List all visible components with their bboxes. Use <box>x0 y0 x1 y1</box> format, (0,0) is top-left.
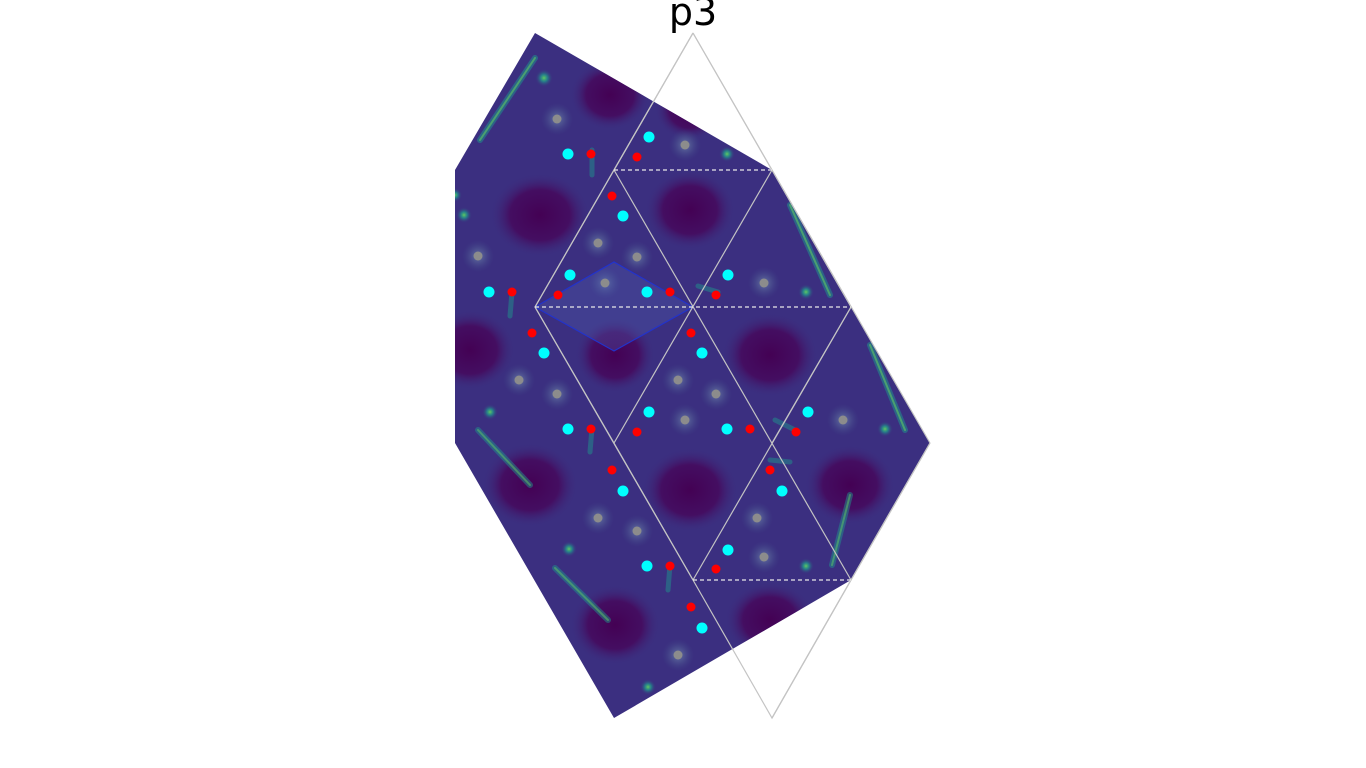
cyan-points <box>483 131 814 634</box>
gray-point <box>838 415 848 425</box>
gray-point <box>673 375 683 385</box>
cyan-point <box>564 269 576 281</box>
red-points <box>507 149 801 612</box>
gray-point <box>632 526 642 536</box>
gray-point <box>552 114 562 124</box>
cyan-point <box>617 485 629 497</box>
cyan-point <box>696 347 708 359</box>
red-point <box>711 564 721 574</box>
gray-points <box>473 114 848 660</box>
gray-point <box>680 140 690 150</box>
ridge-streaks <box>475 55 908 623</box>
gray-point <box>673 650 683 660</box>
cyan-point <box>562 148 574 160</box>
red-point <box>791 427 801 437</box>
gray-point <box>759 278 769 288</box>
gray-glows <box>462 103 859 671</box>
cyan-point <box>643 131 655 143</box>
red-point <box>632 152 642 162</box>
gray-point <box>552 389 562 399</box>
hotspots <box>455 69 893 695</box>
gray-point <box>711 389 721 399</box>
red-point <box>665 561 675 571</box>
dashed-cell-edges <box>535 169 851 581</box>
cyan-point <box>776 485 788 497</box>
gray-point <box>600 278 610 288</box>
cyan-point <box>802 406 814 418</box>
gray-point <box>759 552 769 562</box>
red-point <box>586 424 596 434</box>
red-point <box>765 465 775 475</box>
figure-title: p3 <box>669 0 717 34</box>
red-point <box>711 290 721 300</box>
red-point <box>686 602 696 612</box>
cyan-point <box>696 622 708 634</box>
cyan-point <box>617 210 629 222</box>
red-point <box>632 427 642 437</box>
cyan-point <box>562 423 574 435</box>
gray-point <box>593 238 603 248</box>
red-point <box>607 465 617 475</box>
cyan-point <box>641 286 653 298</box>
gray-point <box>514 375 524 385</box>
cyan-point <box>722 544 734 556</box>
red-point <box>507 287 517 297</box>
cyan-point <box>483 286 495 298</box>
red-point <box>686 328 696 338</box>
gray-point <box>752 513 762 523</box>
gray-point <box>473 251 483 261</box>
cyan-point <box>721 423 733 435</box>
cyan-point <box>641 560 653 572</box>
gray-point <box>680 415 690 425</box>
scalar-field <box>455 33 930 718</box>
cyan-point <box>722 269 734 281</box>
red-point <box>527 328 537 338</box>
red-point <box>586 149 596 159</box>
red-point <box>553 290 563 300</box>
cyan-point <box>538 347 550 359</box>
gray-point <box>593 513 603 523</box>
gray-point <box>632 252 642 262</box>
red-point <box>745 424 755 434</box>
cyan-point <box>643 406 655 418</box>
red-point <box>607 191 617 201</box>
red-point <box>665 287 675 297</box>
